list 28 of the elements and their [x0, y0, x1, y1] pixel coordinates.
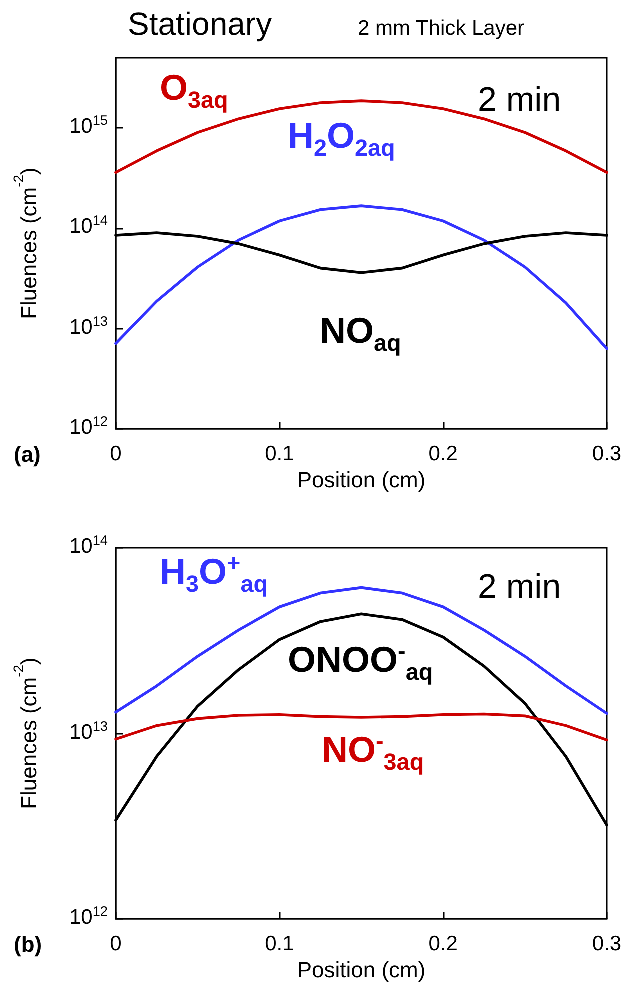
- x-tick-label: 0: [110, 442, 122, 466]
- y-tick-label: 10$^{14}$: [69, 533, 108, 558]
- text: (a): [14, 442, 41, 467]
- x-tick-label: 0.1: [265, 932, 294, 956]
- x-tick-label: 0.3: [592, 932, 622, 956]
- series-label: O$_{3aq}$: [160, 67, 228, 114]
- annotation: 2 min: [478, 81, 562, 119]
- chart-subtitle: 2 mm Thick Layer: [358, 17, 524, 40]
- y-tick-label: 10$^{12}$: [69, 414, 108, 439]
- x-tick-label: 0.1: [265, 442, 294, 466]
- y-axis-title: Fluences (cm-2): [10, 658, 42, 810]
- x-axis-title: Position (cm): [297, 958, 426, 983]
- y-tick-label: 10$^{13}$: [69, 718, 108, 744]
- x-tick-label: 0.3: [592, 442, 622, 466]
- y-tick-label: 10$^{15}$: [69, 113, 108, 138]
- x-axis-title: Position (cm): [297, 468, 426, 493]
- y-tick-label: 10$^{13}$: [69, 314, 108, 339]
- x-tick-label: 0: [110, 932, 122, 956]
- text: (b): [14, 932, 42, 957]
- chart-title: Stationary: [128, 6, 272, 42]
- y-axis-title: Fluences (cm-2): [10, 168, 42, 320]
- y-tick-label: 10$^{12}$: [69, 904, 108, 929]
- series-label: NO$_{aq}$: [320, 310, 402, 356]
- series-label: H$_{2}$O$_{2aq}$: [288, 115, 396, 162]
- x-tick-label: 0.2: [428, 932, 458, 956]
- x-tick-label: 0.2: [428, 442, 458, 466]
- y-tick-label: 10$^{14}$: [69, 213, 108, 238]
- annotation: 2 min: [478, 568, 562, 606]
